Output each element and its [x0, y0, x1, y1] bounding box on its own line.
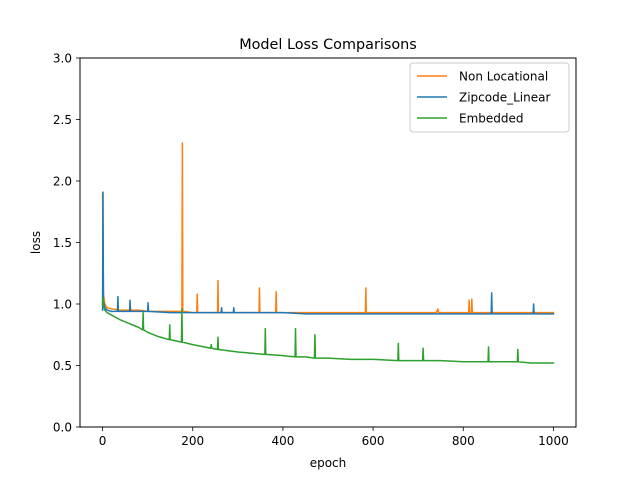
legend-label-1: Zipcode_Linear	[459, 91, 550, 105]
x-tick-label: 200	[181, 434, 204, 448]
x-tick-label: 1000	[538, 434, 569, 448]
y-tick-label: 2.5	[53, 113, 72, 127]
legend: Non Locational Zipcode_Linear Embedded	[409, 62, 570, 133]
x-tick-label: 0	[99, 434, 107, 448]
x-tick-label: 600	[362, 434, 385, 448]
y-tick-label: 0.5	[53, 359, 72, 373]
x-axis: 0 200 400 600 800 1000	[99, 427, 569, 448]
y-tick-label: 1.0	[53, 298, 72, 312]
series-line-1	[101, 191, 555, 315]
series-line-2	[101, 297, 555, 364]
y-axis: 0.0 0.5 1.0 1.5 2.0 2.5 3.0	[53, 52, 80, 435]
x-tick-label: 400	[271, 434, 294, 448]
x-axis-label: epoch	[310, 456, 347, 470]
y-tick-label: 0.0	[53, 421, 72, 435]
y-tick-label: 3.0	[53, 52, 72, 66]
y-axis-label: loss	[29, 231, 43, 254]
series-layer	[101, 142, 555, 364]
legend-box	[409, 62, 570, 133]
legend-label-0: Non Locational	[459, 70, 548, 84]
x-tick-label: 800	[452, 434, 475, 448]
y-tick-label: 1.5	[53, 236, 72, 250]
chart-title: Model Loss Comparisons	[239, 37, 417, 53]
y-tick-label: 2.0	[53, 175, 72, 189]
legend-label-2: Embedded	[459, 112, 524, 126]
